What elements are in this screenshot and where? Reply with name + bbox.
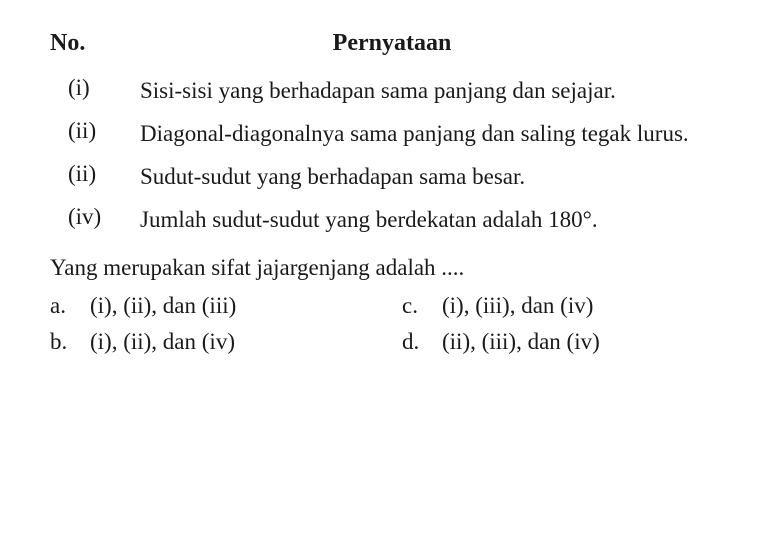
statement-text: Sudut-sudut yang berhadapan sama besar. — [140, 161, 734, 192]
option-a: a. (i), (ii), dan (iii) — [50, 293, 382, 319]
option-b: b. (i), (ii), dan (iv) — [50, 329, 382, 355]
option-text: (i), (ii), dan (iii) — [90, 293, 382, 319]
header-pernyataan-label: Pernyataan — [140, 30, 734, 57]
option-text: (ii), (iii), dan (iv) — [442, 329, 734, 355]
option-c: c. (i), (iii), dan (iv) — [402, 293, 734, 319]
option-letter: b. — [50, 329, 90, 355]
question-text: Yang merupakan sifat jajargenjang adalah… — [50, 255, 734, 281]
option-letter: a. — [50, 293, 90, 319]
statement-text: Diagonal-diagonalnya sama panjang dan sa… — [140, 118, 734, 149]
options-container: a. (i), (ii), dan (iii) c. (i), (iii), d… — [50, 293, 734, 355]
option-letter: c. — [402, 293, 442, 319]
table-header: No. Pernyataan — [50, 30, 734, 57]
statement-row: (ii) Sudut-sudut yang berhadapan sama be… — [50, 161, 734, 192]
statement-text: Jumlah sudut-sudut yang berdekatan adala… — [140, 204, 734, 235]
header-no-label: No. — [50, 30, 140, 57]
statement-row: (iv) Jumlah sudut-sudut yang berdekatan … — [50, 204, 734, 235]
statement-row: (ii) Diagonal-diagonalnya sama panjang d… — [50, 118, 734, 149]
option-letter: d. — [402, 329, 442, 355]
statement-text: Sisi-sisi yang berhadapan sama panjang d… — [140, 75, 734, 106]
option-text: (i), (iii), dan (iv) — [442, 293, 734, 319]
statement-number: (ii) — [50, 161, 140, 192]
statement-row: (i) Sisi-sisi yang berhadapan sama panja… — [50, 75, 734, 106]
statement-number: (i) — [50, 75, 140, 106]
option-text: (i), (ii), dan (iv) — [90, 329, 382, 355]
statement-number: (ii) — [50, 118, 140, 149]
option-d: d. (ii), (iii), dan (iv) — [402, 329, 734, 355]
statement-number: (iv) — [50, 204, 140, 235]
